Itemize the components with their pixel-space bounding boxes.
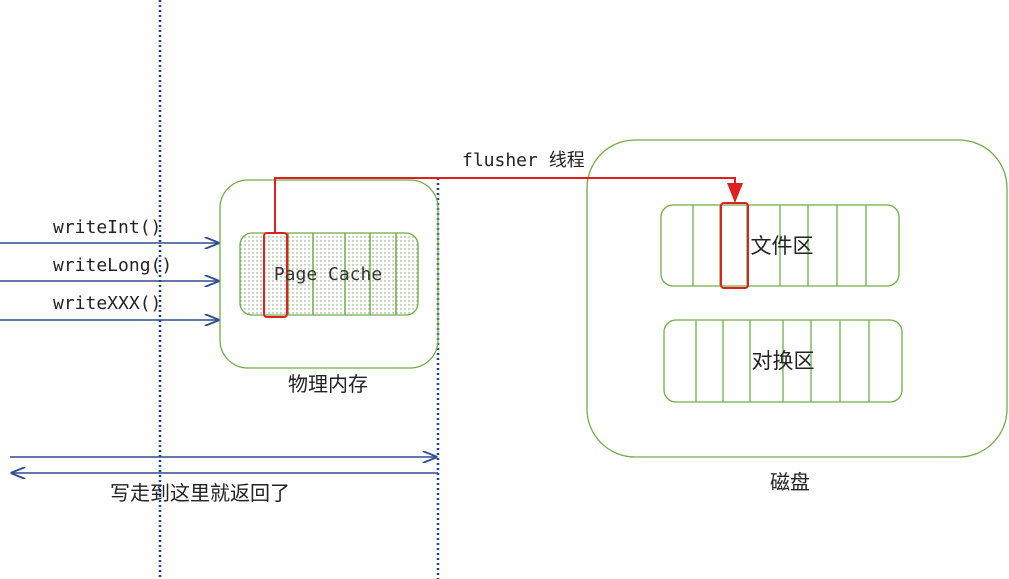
file-area-highlight — [720, 202, 749, 289]
call-write-long: writeLong() — [53, 255, 172, 276]
file-area-label: 文件区 — [751, 234, 814, 258]
disk-box — [586, 139, 1008, 458]
disk-label: 磁盘 — [770, 470, 810, 494]
flusher-path — [274, 177, 743, 233]
flusher-label: flusher 线程 — [462, 150, 585, 171]
write-calls: writeInt() writeLong() writeXXX() — [0, 217, 218, 320]
return-label: 写走到这里就返回了 — [110, 481, 290, 505]
memory-box — [219, 179, 439, 369]
swap-area — [663, 319, 903, 403]
memory-label: 物理内存 — [288, 372, 368, 396]
swap-area-label: 对换区 — [752, 349, 815, 373]
page-cache-label: Page Cache — [274, 264, 382, 285]
call-write-int: writeInt() — [53, 217, 161, 238]
call-write-xxx: writeXXX() — [53, 293, 161, 314]
